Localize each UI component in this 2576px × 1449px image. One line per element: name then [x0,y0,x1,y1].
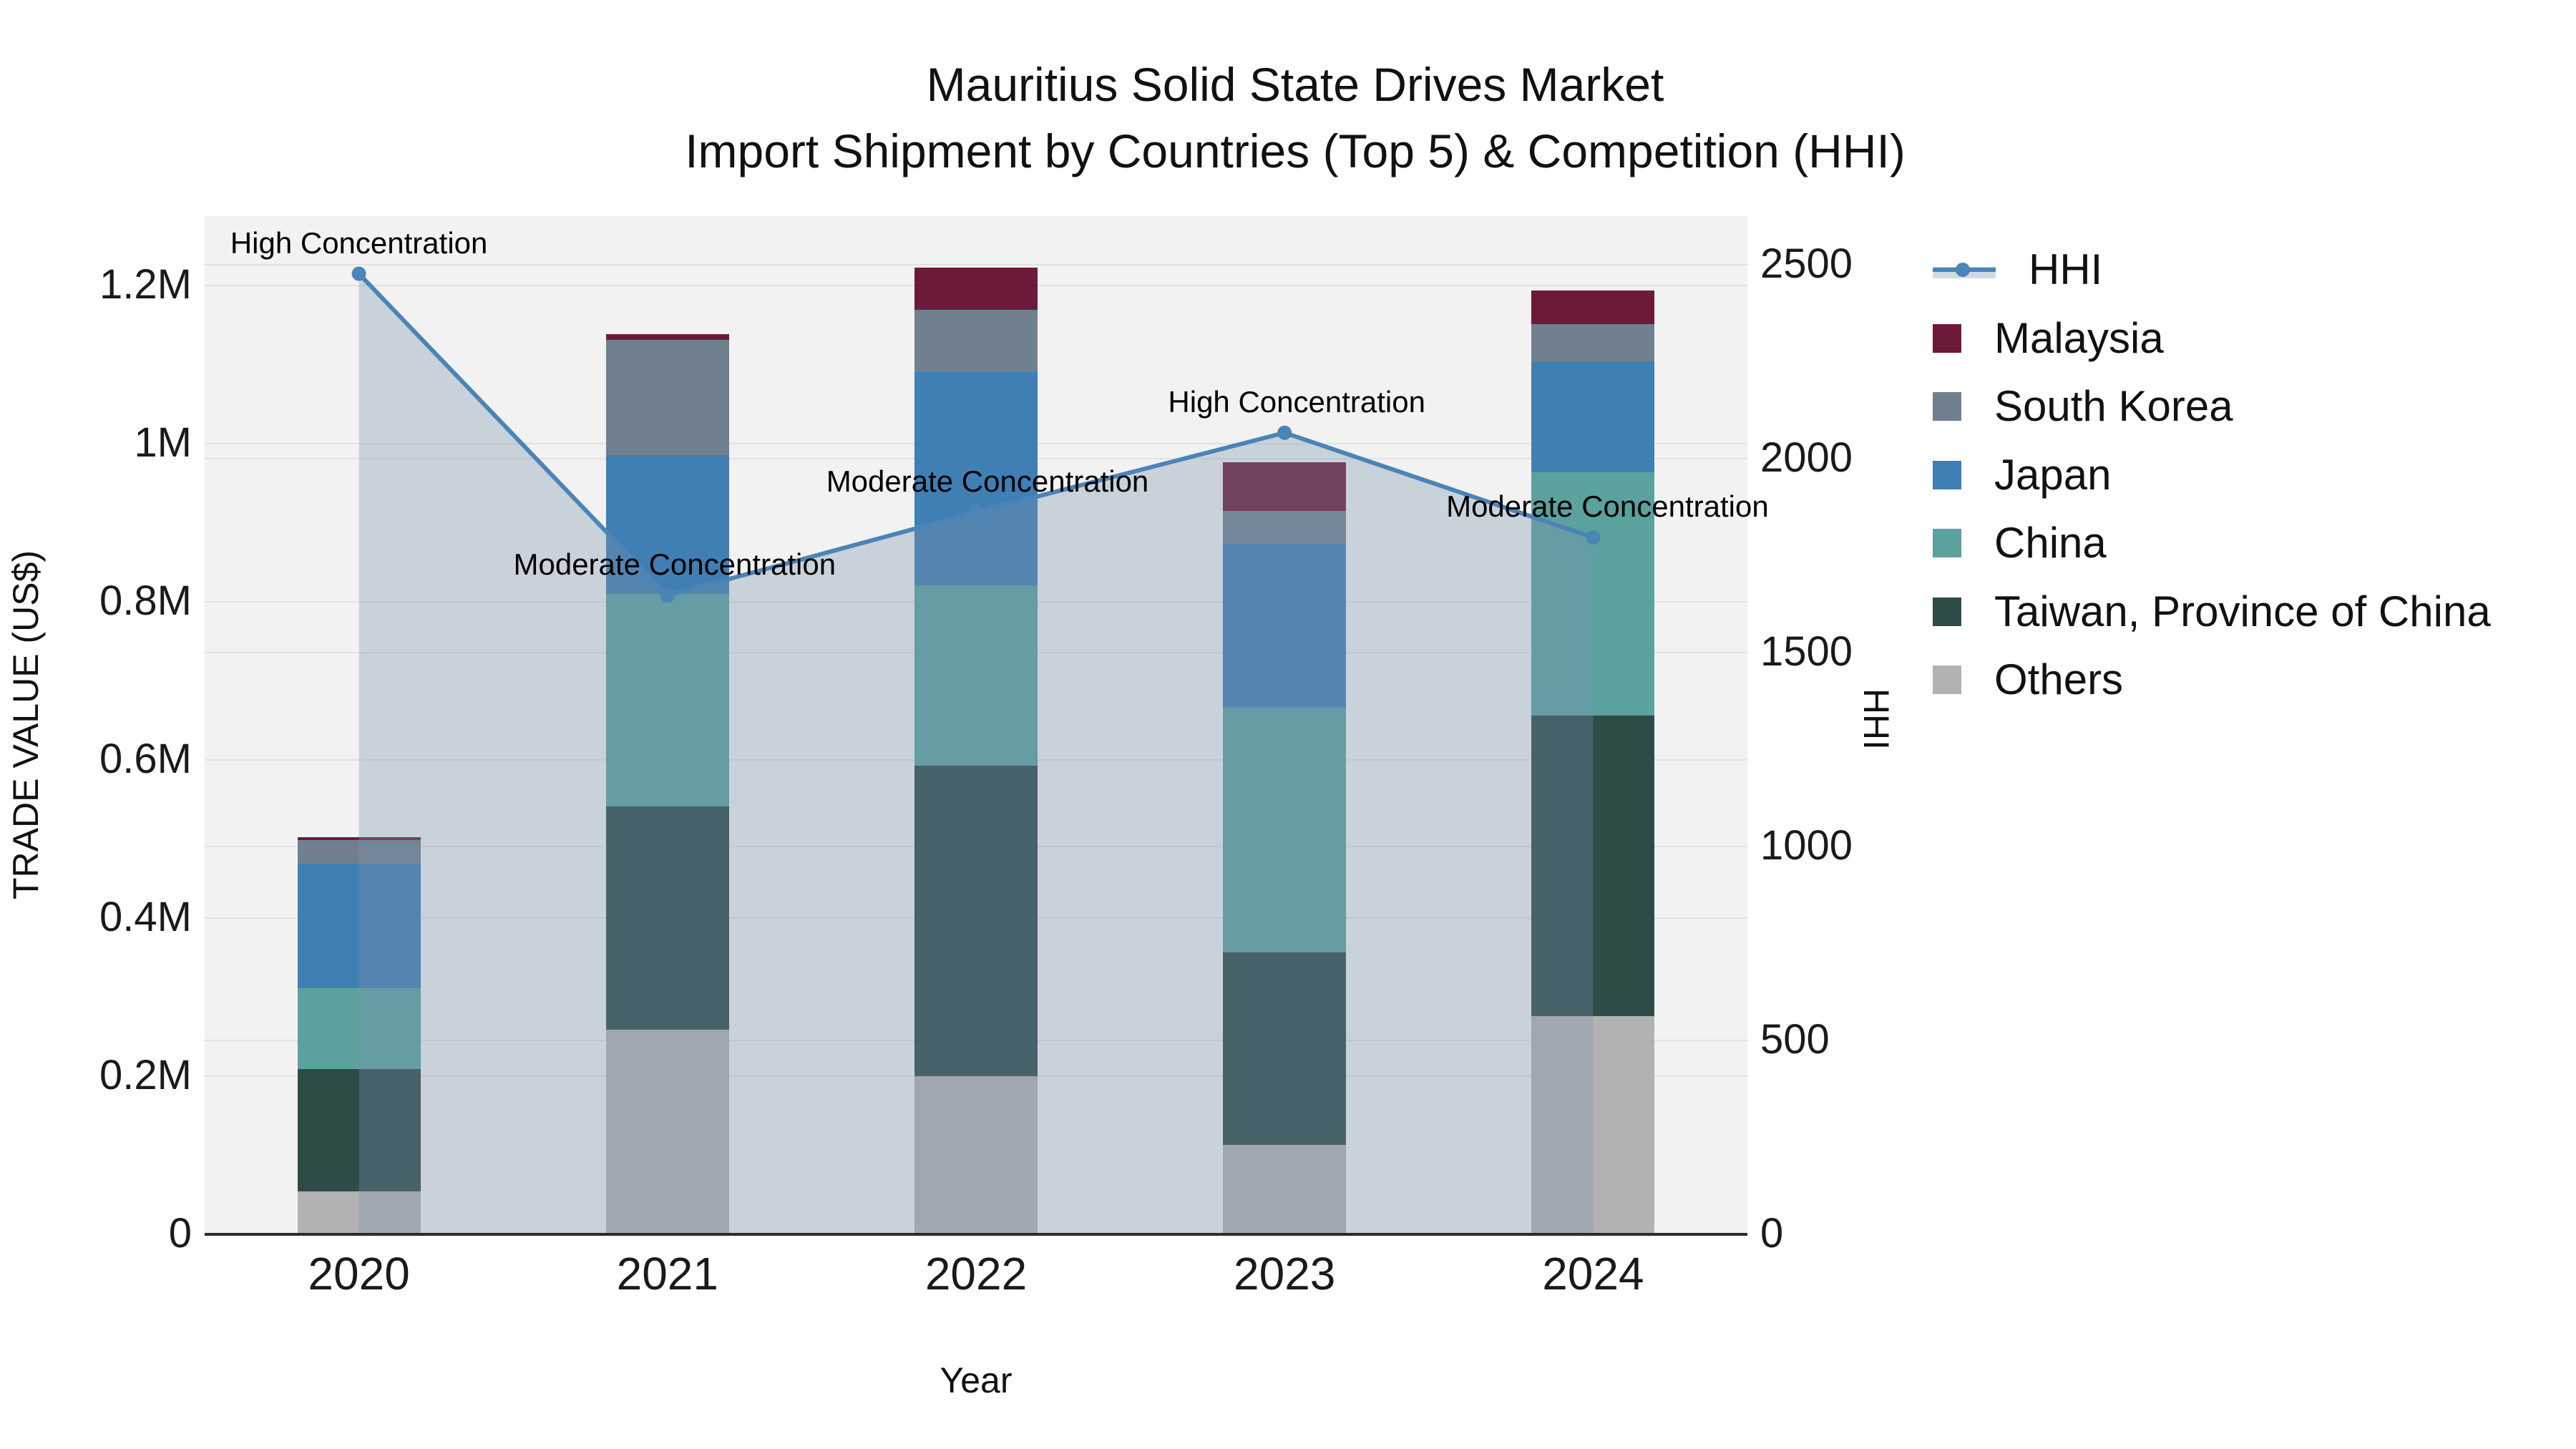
bar-segment-taiwan-province-of-china-2023 [1223,952,1347,1146]
bar-segment-japan-2023 [1223,544,1347,708]
legend-label-hhi: HHI [2029,245,2103,293]
legend-label-china: China [1994,519,2107,567]
hhi-marker [351,266,366,281]
y-axis-tick-right-1000: 1000 [1760,822,1853,869]
legend-swatch-others [1933,665,1961,694]
legend-item-others: Others [1933,658,2123,701]
x-axis-tick-2023: 2023 [1234,1248,1336,1299]
legend-item-malaysia: Malaysia [1933,313,2164,362]
x-axis-label: Year [940,1360,1013,1400]
legend-item-japan: Japan [1933,450,2112,499]
bar-segment-malaysia-2023 [1223,462,1347,512]
y-axis-tick-left-0: 0 [168,1210,192,1257]
x-axis-tick-2022: 2022 [924,1248,1028,1299]
y-axis-tick-right-2500: 2500 [1760,240,1853,287]
chart-title-line1: Mauritius Solid State Drives Market [926,58,1664,111]
annotation-2020: High Concentration [230,225,488,260]
bar-segment-japan-2024 [1531,361,1655,472]
legend-swatch-taiwan [1933,597,1961,626]
bar-segment-taiwan-province-of-china-2021 [605,806,729,1030]
legend-swatch-japan [1933,460,1961,489]
hhi-marker [660,588,675,603]
hhi-line-chart [351,266,1601,1234]
bar-segment-malaysia-2021 [605,333,729,341]
y-axis-tick-right-2000: 2000 [1760,434,1853,481]
legend-item-hhi: HHI [1933,248,2102,291]
bar-segment-south-korea-2024 [1531,324,1655,362]
bar-segment-china-2024 [1531,472,1655,716]
bar-segment-china-2022 [914,585,1038,766]
hhi-marker [969,504,983,519]
y-axis-tick-left-0.8M: 0.8M [99,577,192,624]
legend-swatch-china [1933,529,1961,557]
legend-label-south-korea: South Korea [1994,382,2233,430]
y-axis-tick-left-0.4M: 0.4M [99,894,192,940]
bar-segment-japan-2020 [297,863,421,989]
bar-segment-malaysia-2020 [297,837,421,840]
bar-segment-taiwan-province-of-china-2020 [297,1069,421,1192]
bar-segment-south-korea-2023 [1223,511,1347,545]
y-axis-tick-right-1500: 1500 [1760,628,1853,675]
legend-label-taiwan: Taiwan, Province of China [1994,587,2491,635]
annotation-2021: Moderate Concentration [513,547,836,582]
y-axis-tick-left-1M: 1M [134,419,192,466]
bar-segment-taiwan-province-of-china-2024 [1531,716,1655,1017]
bar-segment-south-korea-2021 [605,340,729,455]
annotation-2024: Moderate Concentration [1446,489,1769,524]
bar-segment-south-korea-2022 [914,310,1038,372]
gridline-hhi [205,264,1747,265]
legend-item-taiwan: Taiwan, Province of China [1933,590,2491,633]
legend-swatch-south-korea [1933,392,1961,421]
bar-segment-others-2024 [1531,1016,1655,1234]
bar-segment-japan-2021 [605,454,729,595]
x-axis-tick-2021: 2021 [616,1248,718,1299]
bar-segment-taiwan-province-of-china-2022 [914,765,1038,1077]
hhi-marker [1277,425,1292,440]
y-axis-tick-left-1.2M: 1.2M [99,261,192,308]
x-axis-tick-2024: 2024 [1542,1248,1644,1299]
annotation-2023: High Concentration [1168,384,1425,419]
legend-item-south-korea: South Korea [1933,385,2233,428]
bar-segment-japan-2022 [914,371,1038,585]
hhi-legend-swatch [1933,255,1996,284]
bar-segment-others-2020 [297,1191,421,1234]
x-axis-tick-2020: 2020 [308,1248,410,1299]
bar-segment-china-2021 [605,594,729,807]
legend-label-japan: Japan [1994,450,2112,499]
hhi-marker [1586,530,1601,545]
bar-segment-malaysia-2022 [914,267,1038,311]
bar-segment-china-2023 [1223,708,1347,952]
y-axis-label-right: HHI [1856,688,1896,751]
bar-segment-others-2023 [1223,1145,1347,1234]
legend-label-malaysia: Malaysia [1994,313,2164,362]
bar-segment-china-2020 [297,988,421,1070]
y-axis-tick-right-0: 0 [1760,1210,1784,1257]
chart-title-line2: Import Shipment by Countries (Top 5) & C… [685,125,1906,177]
hhi-area-fill [358,273,1594,1234]
hhi-legend-marker [1956,263,1970,277]
bar-segment-malaysia-2024 [1531,290,1655,325]
y-axis-tick-right-500: 500 [1760,1016,1830,1063]
x-axis-spine [205,1233,1747,1236]
bar-segment-south-korea-2020 [297,839,421,864]
y-axis-tick-left-0.2M: 0.2M [99,1052,192,1098]
bar-segment-others-2022 [914,1076,1038,1234]
y-axis-tick-left-0.6M: 0.6M [99,736,192,782]
annotation-2022: Moderate Concentration [826,464,1149,498]
bar-segment-others-2021 [605,1029,729,1234]
legend-item-china: China [1933,522,2107,565]
legend-swatch-malaysia [1933,323,1961,353]
legend-label-others: Others [1994,655,2124,703]
